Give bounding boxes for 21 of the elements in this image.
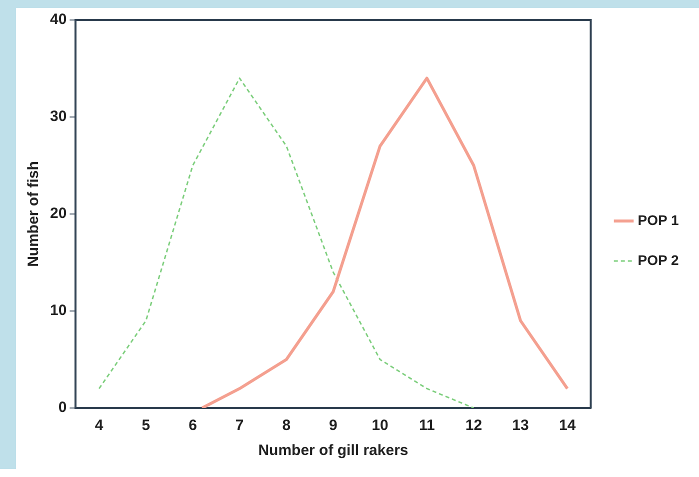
x-axis-title: Number of gill rakers (258, 442, 408, 460)
x-tick-label: 8 (282, 417, 291, 434)
x-tick-label: 7 (235, 417, 244, 434)
legend-label: POP 1 (638, 212, 679, 228)
y-tick-label: 30 (50, 108, 67, 126)
x-tick-label: 5 (142, 417, 150, 434)
x-tick-label: 6 (188, 417, 197, 434)
line-series (98, 77, 474, 408)
x-tick-label: 12 (465, 417, 482, 434)
legend-label: POP 2 (638, 252, 679, 268)
y-tick-label: 40 (50, 11, 67, 28)
x-tick-label: 4 (94, 417, 104, 434)
x-tick-label: 9 (329, 417, 338, 434)
x-tick-label: 14 (559, 417, 576, 434)
x-tick-label: 13 (512, 417, 529, 434)
y-axis-title: Number of fish (25, 161, 42, 267)
y-tick-label: 20 (50, 205, 67, 222)
x-tick-label: 11 (418, 417, 435, 434)
y-tick-label: 10 (50, 302, 67, 320)
x-tick-label: 10 (372, 417, 388, 434)
y-tick-label: 0 (58, 399, 67, 416)
